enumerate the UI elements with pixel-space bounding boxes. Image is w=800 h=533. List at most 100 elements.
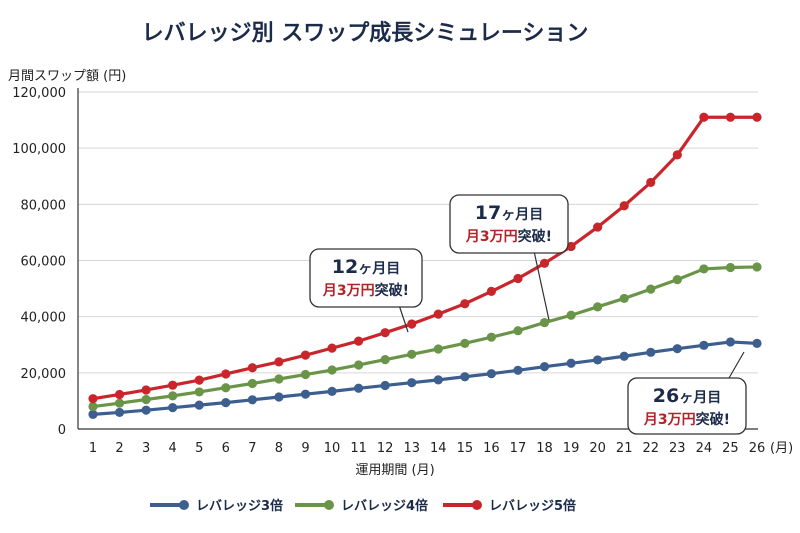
data-point (433, 309, 443, 319)
x-tick-label: 16 (483, 441, 500, 456)
data-point (619, 293, 629, 304)
x-unit-label: (月) (770, 441, 793, 456)
callout-box (309, 248, 423, 308)
data-point (88, 394, 98, 404)
data-point (327, 386, 337, 396)
data-point (354, 383, 364, 393)
x-tick-label: 24 (696, 441, 713, 456)
data-point (274, 374, 284, 384)
x-tick-label: 19 (563, 441, 580, 456)
x-tick-label: 7 (248, 441, 256, 456)
data-point (168, 380, 178, 390)
legend-label: レバレッジ5倍 (489, 498, 576, 514)
x-tick-label: 23 (669, 441, 686, 456)
data-point (407, 349, 417, 359)
x-tick-label: 8 (275, 441, 283, 456)
x-tick-label: 13 (403, 441, 420, 456)
data-point (752, 262, 762, 272)
data-point (274, 357, 284, 367)
x-tick-label: 6 (222, 441, 230, 456)
y-tick-label: 60,000 (21, 255, 67, 270)
callout-pointer (398, 304, 409, 333)
data-point (433, 375, 443, 385)
data-point (646, 284, 656, 294)
x-tick-label: 4 (169, 441, 177, 456)
callout-amount: 月3万円 (322, 283, 375, 299)
data-point (114, 398, 125, 408)
data-point (354, 336, 364, 346)
data-point (433, 344, 443, 354)
callout-suffix: 突破! (375, 282, 409, 299)
data-point (486, 332, 496, 342)
data-point (699, 264, 709, 274)
data-point (672, 274, 682, 285)
x-tick-label: 25 (722, 441, 739, 456)
callout-line1: 17ヶ月目 (475, 202, 543, 224)
callout-box (627, 377, 747, 435)
y-axis-label: 月間スワップ額 (円) (8, 69, 126, 84)
y-tick-label: 20,000 (21, 367, 67, 382)
x-tick-label: 14 (430, 441, 447, 456)
legend-item: レバレッジ3倍 (150, 498, 283, 514)
data-point (168, 391, 178, 401)
data-point (593, 355, 603, 365)
data-point (194, 375, 204, 385)
data-point (407, 319, 417, 329)
data-point (380, 380, 390, 391)
data-point (566, 358, 576, 368)
x-tick-label: 21 (616, 441, 633, 456)
legend-item: レバレッジ4倍 (295, 498, 428, 514)
data-point (725, 337, 736, 347)
data-point (672, 344, 682, 354)
data-point (194, 400, 204, 410)
y-tick-label: 80,000 (21, 198, 67, 213)
callout-month-number: 26 (653, 385, 679, 407)
callout-month-suffix: ヶ月目 (679, 390, 721, 406)
x-tick-label: 15 (457, 441, 474, 456)
callout-suffix: 突破! (518, 228, 552, 245)
data-point (221, 383, 231, 393)
data-point (247, 395, 257, 405)
data-point (752, 338, 762, 348)
data-point (513, 365, 523, 375)
data-point (168, 403, 178, 413)
x-tick-label: 10 (324, 441, 341, 456)
data-point (566, 241, 576, 252)
y-tick-label: 40,000 (21, 311, 67, 326)
data-point (752, 112, 762, 122)
x-tick-label: 26 (749, 441, 766, 456)
legend-swatch-dot (472, 500, 482, 510)
data-point (646, 177, 656, 188)
series-lines (88, 112, 762, 419)
data-point (300, 389, 311, 399)
data-point (486, 369, 496, 379)
data-point (141, 394, 151, 405)
callout-month-suffix: ヶ月目 (501, 207, 543, 223)
legend-label: レバレッジ3倍 (196, 498, 283, 514)
data-point (486, 286, 496, 296)
callout-line2: 月3万円突破! (322, 282, 409, 299)
data-point (88, 401, 98, 412)
data-point (725, 112, 736, 122)
data-point (380, 328, 390, 338)
data-point (566, 310, 576, 320)
legend-label: レバレッジ4倍 (341, 498, 428, 514)
legend-swatch-dot (179, 500, 189, 510)
data-point (460, 372, 470, 382)
x-tick-label: 17 (510, 441, 527, 456)
data-point (699, 340, 709, 350)
callout-pointer (533, 250, 550, 321)
x-tick-label: 1 (89, 441, 97, 456)
data-point (460, 338, 470, 348)
axes: 0 20,000 40,000 60,000 80,000 100,000 120,000 1… (12, 86, 793, 456)
data-point (646, 347, 656, 357)
callout-month-number: 12 (332, 256, 358, 278)
data-point (725, 262, 736, 273)
legend-item: レバレッジ5倍 (443, 498, 576, 514)
data-point (247, 378, 257, 389)
callout-suffix: 突破! (696, 411, 730, 428)
callout-amount: 月3万円 (465, 229, 518, 245)
